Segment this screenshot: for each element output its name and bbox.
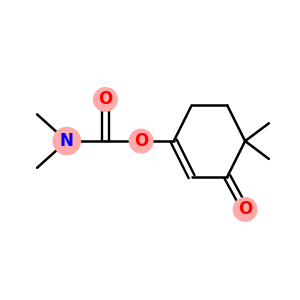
Circle shape (52, 127, 81, 155)
Text: O: O (238, 200, 252, 218)
Text: N: N (60, 132, 74, 150)
Text: O: O (98, 91, 112, 109)
Text: O: O (134, 132, 148, 150)
Circle shape (129, 129, 154, 154)
Circle shape (232, 197, 258, 222)
Circle shape (93, 87, 118, 112)
